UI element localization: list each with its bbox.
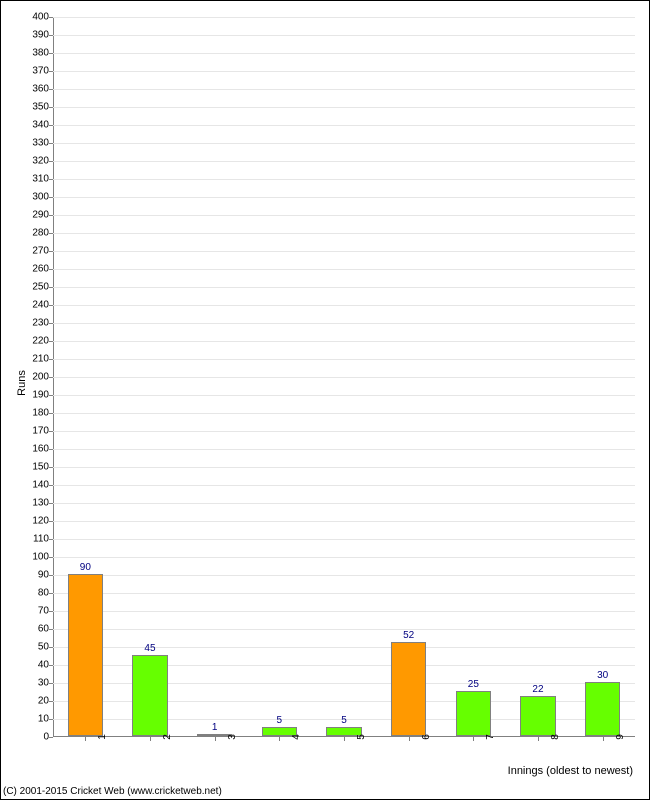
ytick-label: 170 [32,426,53,437]
bar-value-label: 5 [277,715,283,728]
bar: 90 [68,574,104,736]
xtick-label: 2 [150,734,173,740]
plot-area: 0102030405060708090100110120130140150160… [53,17,635,737]
bar: 30 [585,682,621,736]
ytick-label: 320 [32,156,53,167]
ytick-label: 120 [32,516,53,527]
chart-frame: 0102030405060708090100110120130140150160… [0,0,650,800]
ytick-label: 160 [32,444,53,455]
ytick-label: 180 [32,408,53,419]
bar-value-label: 25 [468,679,479,692]
ytick-label: 220 [32,336,53,347]
ytick-label: 100 [32,552,53,563]
ytick-label: 370 [32,66,53,77]
x-axis-label: Innings (oldest to newest) [508,765,633,777]
bar: 52 [391,642,427,736]
bar-slot: 1 [197,17,233,737]
ytick-label: 230 [32,318,53,329]
bar-value-label: 30 [597,670,608,683]
ytick-label: 310 [32,174,53,185]
xtick-label: 9 [603,734,626,740]
ytick-label: 290 [32,210,53,221]
y-axis-label: Runs [16,370,28,396]
ytick-label: 110 [33,534,53,545]
ytick-label: 330 [32,138,53,149]
bar-value-label: 22 [532,684,543,697]
ytick-label: 260 [32,264,53,275]
ytick-label: 90 [38,570,53,581]
ytick-label: 250 [32,282,53,293]
ytick-label: 0 [43,732,53,743]
bar-slot: 5 [262,17,298,737]
copyright-text: (C) 2001-2015 Cricket Web (www.cricketwe… [3,786,222,797]
ytick-label: 380 [32,48,53,59]
bar-slot: 90 [68,17,104,737]
bar: 45 [132,655,168,736]
xtick-label: 6 [409,734,432,740]
ytick-label: 190 [32,390,53,401]
ytick-label: 130 [32,498,53,509]
ytick-label: 300 [32,192,53,203]
bar-slot: 45 [132,17,168,737]
ytick-label: 350 [32,102,53,113]
xtick-label: 5 [344,734,367,740]
bar-slot: 52 [391,17,427,737]
ytick-label: 20 [38,696,53,707]
bar-value-label: 45 [144,643,155,656]
bar-value-label: 52 [403,630,414,643]
xtick-label: 3 [215,734,238,740]
ytick-label: 340 [32,120,53,131]
ytick-label: 150 [32,462,53,473]
xtick-label: 1 [85,734,108,740]
xtick-label: 7 [473,734,496,740]
ytick-label: 70 [38,606,53,617]
ytick-label: 80 [38,588,53,599]
ytick-label: 30 [38,678,53,689]
ytick-label: 360 [32,84,53,95]
bar-value-label: 1 [212,722,218,735]
ytick-label: 210 [32,354,53,365]
ytick-label: 200 [32,372,53,383]
ytick-label: 400 [32,12,53,23]
plot-inner: 0102030405060708090100110120130140150160… [53,17,635,737]
bar-slot: 22 [520,17,556,737]
bar-slot: 30 [585,17,621,737]
bar-slot: 25 [456,17,492,737]
ytick-label: 390 [32,30,53,41]
ytick-label: 10 [38,714,53,725]
ytick-label: 60 [38,624,53,635]
xtick-label: 8 [538,734,561,740]
ytick-label: 50 [38,642,53,653]
ytick-label: 140 [32,480,53,491]
bar: 22 [520,696,556,736]
ytick-label: 240 [32,300,53,311]
bar-value-label: 5 [341,715,347,728]
ytick-label: 280 [32,228,53,239]
bar-value-label: 90 [80,562,91,575]
ytick-label: 40 [38,660,53,671]
bar-slot: 5 [326,17,362,737]
ytick-label: 270 [32,246,53,257]
bar: 25 [456,691,492,736]
xtick-label: 4 [279,734,302,740]
